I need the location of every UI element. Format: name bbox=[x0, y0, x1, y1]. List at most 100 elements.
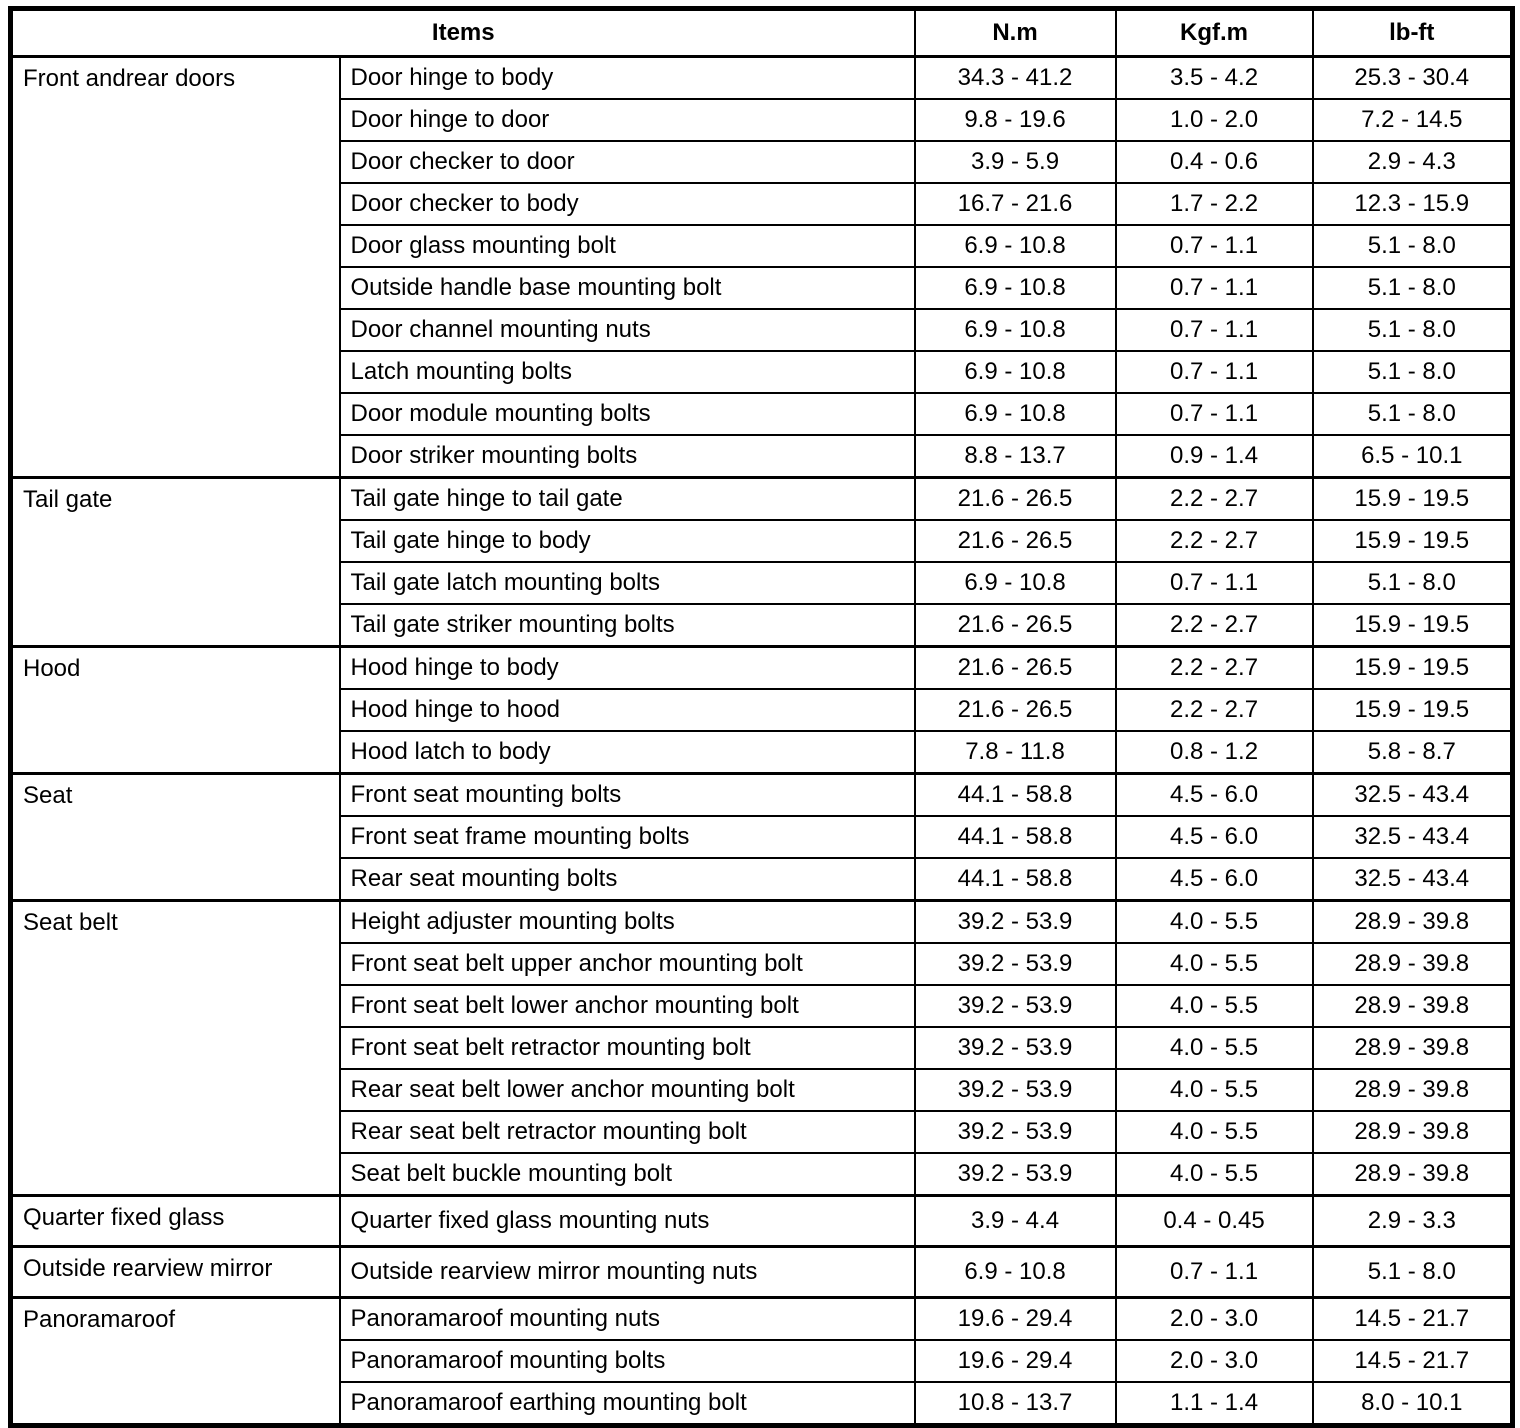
kgfm-value-cell: 0.7 - 1.1 bbox=[1114, 350, 1314, 394]
table-row: Door glass mounting bolt 6.9 - 10.8 0.7 - … bbox=[11, 224, 1514, 268]
table-row: Outside rearview mirror Outside rearview … bbox=[9, 1245, 1514, 1299]
item-cell: Latch mounting bolts bbox=[338, 350, 916, 394]
nm-value-cell: 8.8 - 13.7 bbox=[913, 434, 1117, 479]
table-row: Door module mounting bolts 6.9 - 10.8 0.7 … bbox=[11, 392, 1514, 436]
nm-value-cell: 39.2 - 53.9 bbox=[913, 942, 1117, 986]
table-row: Rear seat mounting bolts 44.1 - 58.8 4.5 -… bbox=[11, 857, 1514, 902]
lbft-value-cell: 25.3 - 30.4 bbox=[1311, 55, 1514, 100]
nm-value-cell: 44.1 - 58.8 bbox=[913, 857, 1117, 902]
lbft-value-cell: 8.0 - 10.1 bbox=[1311, 1381, 1514, 1427]
table-row: Hood latch to body 7.8 - 11.8 0.8 - 1.2 5.8… bbox=[11, 730, 1514, 775]
lbft-value-cell: 15.9 - 19.5 bbox=[1311, 519, 1514, 563]
item-cell: Rear seat belt lower anchor mounting bol… bbox=[338, 1068, 916, 1112]
nm-value-cell: 39.2 - 53.9 bbox=[913, 1110, 1117, 1154]
lbft-value-cell: 5.1 - 8.0 bbox=[1311, 350, 1514, 394]
table-row: Seat belt buckle mounting bolt 39.2 - 53.… bbox=[11, 1152, 1514, 1197]
lbft-value-cell: 28.9 - 39.8 bbox=[1311, 1110, 1514, 1154]
nm-value-cell: 9.8 - 19.6 bbox=[913, 98, 1117, 142]
nm-value-cell: 7.8 - 11.8 bbox=[913, 730, 1117, 775]
item-cell: Panoramaroof earthing mounting bolt bbox=[338, 1381, 916, 1427]
item-cell: Quarter fixed glass mounting nuts bbox=[338, 1194, 916, 1248]
table-row: Tail gate striker mounting bolts 21.6 - 2… bbox=[11, 603, 1514, 648]
kgfm-value-cell: 1.1 - 1.4 bbox=[1114, 1381, 1314, 1427]
item-cell: Door glass mounting bolt bbox=[338, 224, 916, 268]
table-row: Hood Hood hinge to body 21.6 - 26.5 2.2 - 2… bbox=[9, 645, 1514, 775]
table-row: Front seat belt lower anchor mounting bo… bbox=[11, 984, 1514, 1028]
items-column-header: Items bbox=[9, 7, 916, 58]
nm-value-cell: 16.7 - 21.6 bbox=[913, 182, 1117, 226]
kgfm-column-header: Kgf.m bbox=[1114, 7, 1314, 58]
table-row: Panoramaroof Panoramaroof mounting nuts 19… bbox=[9, 1296, 1514, 1427]
table-row: Door channel mounting nuts 6.9 - 10.8 0.7 … bbox=[11, 308, 1514, 352]
item-cell: Outside handle base mounting bolt bbox=[338, 266, 916, 310]
nm-value-cell: 39.2 - 53.9 bbox=[913, 1152, 1117, 1197]
table-row: Front andrear doors Door hinge to body 34.… bbox=[9, 55, 1514, 479]
nm-value-cell: 3.9 - 4.4 bbox=[913, 1194, 1117, 1248]
category-cell: Quarter fixed glass bbox=[9, 1194, 341, 1248]
lbft-value-cell: 15.9 - 19.5 bbox=[1311, 476, 1514, 521]
nm-value-cell: 34.3 - 41.2 bbox=[913, 55, 1117, 100]
item-cell: Door checker to body bbox=[338, 182, 916, 226]
lbft-value-cell: 28.9 - 39.8 bbox=[1311, 1152, 1514, 1197]
nm-value-cell: 6.9 - 10.8 bbox=[913, 224, 1117, 268]
nm-value-cell: 19.6 - 29.4 bbox=[913, 1339, 1117, 1383]
kgfm-value-cell: 2.2 - 2.7 bbox=[1114, 476, 1314, 521]
table-row: Door checker to door 3.9 - 5.9 0.4 - 0.6 2.… bbox=[11, 140, 1514, 184]
nm-column-header: N.m bbox=[913, 7, 1117, 58]
category-cell: Seat bbox=[9, 772, 341, 902]
kgfm-value-cell: 2.2 - 2.7 bbox=[1114, 603, 1314, 648]
table-row: Door striker mounting bolts 8.8 - 13.7 0.9… bbox=[11, 434, 1514, 479]
item-cell: Height adjuster mounting bolts bbox=[338, 899, 916, 944]
kgfm-value-cell: 4.5 - 6.0 bbox=[1114, 815, 1314, 859]
item-cell: Tail gate hinge to tail gate bbox=[338, 476, 916, 521]
table-row: Tail gate hinge to body 21.6 - 26.5 2.2 - … bbox=[11, 519, 1514, 563]
nm-value-cell: 21.6 - 26.5 bbox=[913, 476, 1117, 521]
nm-value-cell: 6.9 - 10.8 bbox=[913, 392, 1117, 436]
table-row: Front seat belt upper anchor mounting bo… bbox=[11, 942, 1514, 986]
category-cell: Front andrear doors bbox=[9, 55, 341, 479]
item-cell: Rear seat mounting bolts bbox=[338, 857, 916, 902]
item-cell: Front seat mounting bolts bbox=[338, 772, 916, 817]
nm-value-cell: 39.2 - 53.9 bbox=[913, 899, 1117, 944]
table-row: Tail gate Tail gate hinge to tail gate 21.… bbox=[9, 476, 1514, 648]
lbft-value-cell: 5.8 - 8.7 bbox=[1311, 730, 1514, 775]
item-cell: Panoramaroof mounting nuts bbox=[338, 1296, 916, 1341]
lbft-value-cell: 5.1 - 8.0 bbox=[1311, 392, 1514, 436]
table-row: Tail gate latch mounting bolts 6.9 - 10.8… bbox=[11, 561, 1514, 605]
nm-value-cell: 3.9 - 5.9 bbox=[913, 140, 1117, 184]
kgfm-value-cell: 4.0 - 5.5 bbox=[1114, 1152, 1314, 1197]
kgfm-value-cell: 4.0 - 5.5 bbox=[1114, 942, 1314, 986]
item-cell: Front seat belt retractor mounting bolt bbox=[338, 1026, 916, 1070]
kgfm-value-cell: 4.5 - 6.0 bbox=[1114, 857, 1314, 902]
kgfm-value-cell: 0.7 - 1.1 bbox=[1114, 266, 1314, 310]
lbft-value-cell: 14.5 - 21.7 bbox=[1311, 1339, 1514, 1383]
lbft-value-cell: 28.9 - 39.8 bbox=[1311, 942, 1514, 986]
nm-value-cell: 10.8 - 13.7 bbox=[913, 1381, 1117, 1427]
kgfm-value-cell: 0.7 - 1.1 bbox=[1114, 392, 1314, 436]
lbft-value-cell: 32.5 - 43.4 bbox=[1311, 772, 1514, 817]
table-row: Door checker to body 16.7 - 21.6 1.7 - 2.2… bbox=[11, 182, 1514, 226]
lbft-value-cell: 15.9 - 19.5 bbox=[1311, 645, 1514, 690]
nm-value-cell: 6.9 - 10.8 bbox=[913, 350, 1117, 394]
kgfm-value-cell: 4.0 - 5.5 bbox=[1114, 1068, 1314, 1112]
table-row: Panoramaroof mounting bolts 19.6 - 29.4 2.… bbox=[11, 1339, 1514, 1383]
table-row: Quarter fixed glass Quarter fixed glass m… bbox=[9, 1194, 1514, 1248]
kgfm-value-cell: 0.8 - 1.2 bbox=[1114, 730, 1314, 775]
kgfm-value-cell: 2.2 - 2.7 bbox=[1114, 519, 1314, 563]
lbft-value-cell: 28.9 - 39.8 bbox=[1311, 1068, 1514, 1112]
nm-value-cell: 44.1 - 58.8 bbox=[913, 815, 1117, 859]
lbft-value-cell: 5.1 - 8.0 bbox=[1311, 1245, 1514, 1299]
header-row: Items N.m Kgf.m lb-ft bbox=[9, 7, 1514, 58]
lbft-value-cell: 2.9 - 4.3 bbox=[1311, 140, 1514, 184]
lbft-value-cell: 15.9 - 19.5 bbox=[1311, 688, 1514, 732]
nm-value-cell: 44.1 - 58.8 bbox=[913, 772, 1117, 817]
kgfm-value-cell: 0.7 - 1.1 bbox=[1114, 308, 1314, 352]
nm-value-cell: 21.6 - 26.5 bbox=[913, 603, 1117, 648]
lbft-value-cell: 32.5 - 43.4 bbox=[1311, 815, 1514, 859]
lbft-column-header: lb-ft bbox=[1311, 7, 1514, 58]
nm-value-cell: 39.2 - 53.9 bbox=[913, 984, 1117, 1028]
kgfm-value-cell: 4.5 - 6.0 bbox=[1114, 772, 1314, 817]
item-cell: Front seat belt upper anchor mounting bo… bbox=[338, 942, 916, 986]
lbft-value-cell: 5.1 - 8.0 bbox=[1311, 224, 1514, 268]
nm-value-cell: 6.9 - 10.8 bbox=[913, 266, 1117, 310]
